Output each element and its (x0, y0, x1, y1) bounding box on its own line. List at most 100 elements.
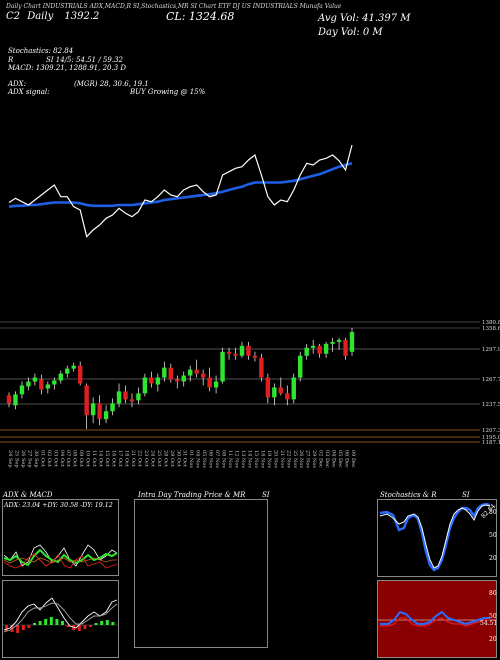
date-tick-label: 08 Nov (221, 450, 227, 468)
candle-body (6, 395, 12, 404)
date-tick-label: 03 Dec (324, 450, 330, 468)
date-tick-label: 04 Dec (331, 450, 337, 468)
candle-body (239, 345, 245, 356)
macd-histogram-bar (33, 623, 36, 625)
macd-histogram-bar (100, 621, 104, 625)
date-tick-label: 18 Oct (123, 450, 129, 467)
stochastics-lines (379, 502, 491, 572)
header-left-top: C2 (6, 11, 21, 22)
adx-signal-label: ADX signal: (8, 88, 50, 96)
price-level-label: 1297.95 (482, 347, 500, 353)
date-tick-label: 25 Oct (156, 450, 162, 467)
candle-body (298, 355, 303, 378)
date-tick-label: 31 Oct (182, 450, 188, 467)
adx-signal-readout: BUY Growing @ 15% (130, 88, 206, 96)
date-tick-label: 24 Sep (7, 450, 13, 468)
rsi-label: R (8, 56, 14, 64)
adx-lines (3, 544, 118, 569)
price-level-label: 1380.86 (482, 320, 500, 326)
candle-body (77, 365, 83, 384)
candle-body (226, 351, 232, 354)
candle-body (181, 375, 186, 382)
date-tick-label: 16 Oct (111, 450, 117, 467)
rsi-tick-80: 80 (489, 590, 497, 597)
date-tick-label: 30 Oct (175, 450, 181, 467)
candle-body (330, 341, 335, 344)
rsi-lines (378, 610, 496, 627)
candle-body (13, 394, 18, 406)
date-tick-label: 14 Nov (246, 450, 252, 468)
candle-body (162, 367, 167, 378)
candle-body (207, 377, 212, 388)
header-left-mid: Daily (27, 11, 54, 22)
date-tick-label: 06 Nov (208, 450, 214, 468)
date-tick-label: 22 Nov (285, 450, 291, 468)
candle-body (188, 369, 193, 376)
day-volume: Day Vol: 0 M (318, 27, 383, 38)
date-tick-label: 21 Nov (279, 450, 285, 468)
stoch-tick-50: 50 (489, 532, 497, 539)
date-tick-label: 09 Dec (350, 450, 356, 468)
date-tick-label: 20 Nov (272, 450, 278, 468)
candle-body (116, 391, 122, 404)
price-line (8, 144, 353, 238)
header-left-val: 1392.2 (64, 11, 100, 22)
macd-histogram-bar (66, 625, 70, 627)
date-tick-label: 11 Oct (91, 450, 97, 467)
date-tick-label: 27 Sep (26, 450, 32, 468)
date-tick-label: 25 Nov (292, 450, 298, 468)
candle-body (200, 373, 206, 378)
adx-label: ADX: (8, 80, 27, 88)
date-tick-label: 10 Oct (85, 450, 91, 467)
macd-histogram-bar (44, 619, 48, 625)
macd-readout: MACD: 1309.21, 1288.91, 20.3 D (8, 64, 126, 72)
candle-body (142, 377, 148, 394)
date-tick-label: 25 Sep (13, 450, 19, 468)
candle-body (349, 331, 355, 352)
date-tick-label: 13 Nov (240, 450, 246, 468)
date-tick-label: 15 Oct (104, 450, 110, 467)
price-level-label: 1358.6 (482, 326, 500, 332)
macd-histogram-bar (5, 625, 8, 631)
macd-histogram-bar (89, 625, 92, 627)
rsi-value: 54.51 (480, 620, 498, 627)
macd-histogram-bar (61, 621, 64, 625)
candle-body (19, 385, 25, 395)
macd-histogram-bar (49, 617, 53, 625)
candle-body (155, 377, 161, 385)
candle-body (110, 403, 115, 412)
date-tick-label: 11 Nov (227, 450, 233, 468)
rsi-panel (377, 580, 497, 658)
macd-histogram-bar (105, 620, 109, 625)
date-tick-label: 07 Oct (65, 450, 71, 467)
date-tick-label: 04 Oct (59, 450, 65, 467)
date-tick-label: 29 Nov (311, 450, 317, 468)
price-level-label: 1187.12 (482, 440, 500, 446)
macd-panel (2, 580, 119, 658)
mrsi-panel-title-2: SI (262, 491, 270, 499)
macd-histogram-bar (27, 625, 31, 628)
date-tick-label: 05 Dec (337, 450, 343, 468)
date-tick-label: 02 Dec (318, 450, 324, 468)
candle-body (310, 345, 316, 348)
date-tick-label: 29 Oct (169, 450, 175, 467)
candle-body (220, 351, 225, 382)
candle-body (84, 385, 89, 416)
candle-body (213, 381, 219, 388)
candle-body (149, 377, 154, 384)
adx-readout: (MGR) 28, 30.6, 19.1 (74, 80, 149, 88)
date-tick-label: 24 Oct (149, 450, 155, 467)
price-level-label: 1237.55 (482, 402, 500, 408)
candle-body (71, 365, 76, 369)
candle-body (343, 339, 348, 356)
stoch-tick-20: 20 (489, 555, 497, 562)
candle-body (65, 368, 70, 374)
candle-body (291, 377, 296, 400)
candle-body (304, 347, 309, 356)
price-level-label: 1195.03 (482, 435, 500, 441)
date-tick-label: 03 Oct (52, 450, 58, 467)
date-tick-label: 17 Oct (117, 450, 123, 467)
candle-body (336, 339, 342, 342)
moving-average-line (8, 162, 353, 208)
